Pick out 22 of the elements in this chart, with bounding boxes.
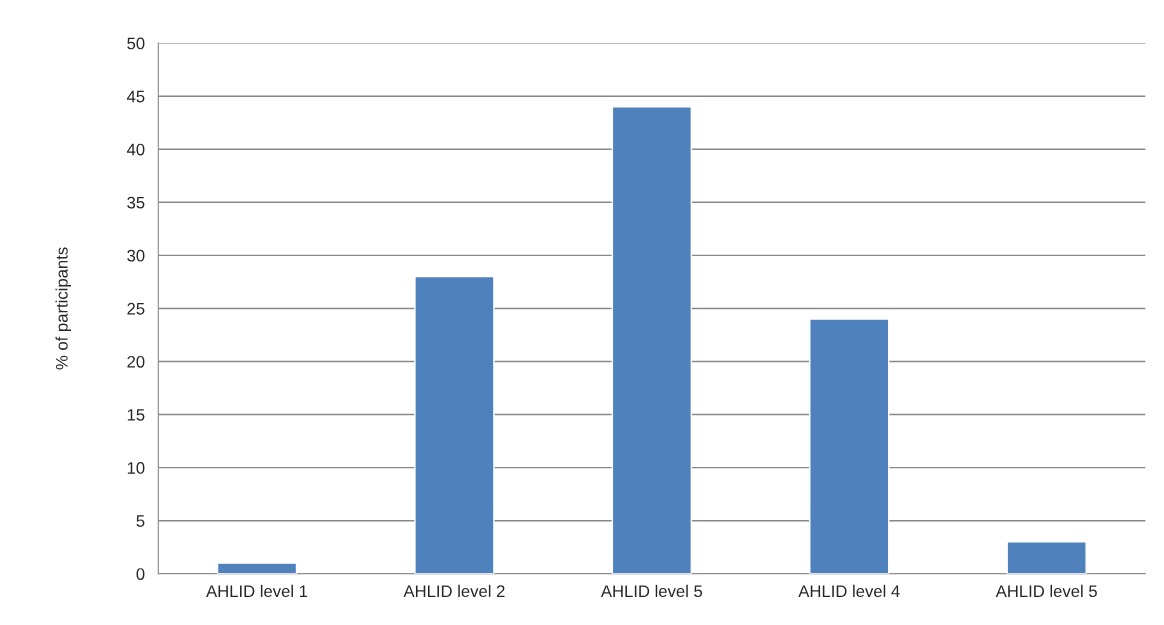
y-tick-label: 35 — [127, 196, 145, 209]
y-tick-label: 0 — [136, 568, 145, 580]
y-tick-label: 45 — [126, 90, 145, 103]
bar — [414, 275, 495, 574]
bar — [611, 106, 693, 574]
x-tick-label: AHLID level 5 — [600, 584, 703, 598]
y-tick-label: 10 — [127, 462, 145, 474]
y-axis-title: % of participants — [55, 247, 72, 370]
bar — [1006, 541, 1087, 574]
x-tick-label: AHLID level 5 — [995, 584, 1097, 598]
y-tick-label: 20 — [127, 355, 145, 368]
y-tick-label: 5 — [136, 515, 145, 527]
bar — [809, 318, 890, 574]
y-tick-label: 15 — [127, 409, 145, 421]
bar — [216, 562, 298, 574]
x-tick-label: AHLID level 2 — [403, 584, 505, 598]
y-tick-label: 25 — [127, 302, 145, 315]
y-tick-label: 30 — [127, 249, 145, 262]
y-tick-label: 50 — [127, 37, 145, 50]
x-tick-label: AHLID level 4 — [798, 584, 900, 598]
x-tick-label: AHLID level 1 — [206, 584, 308, 598]
y-tick-label: 40 — [126, 143, 145, 156]
